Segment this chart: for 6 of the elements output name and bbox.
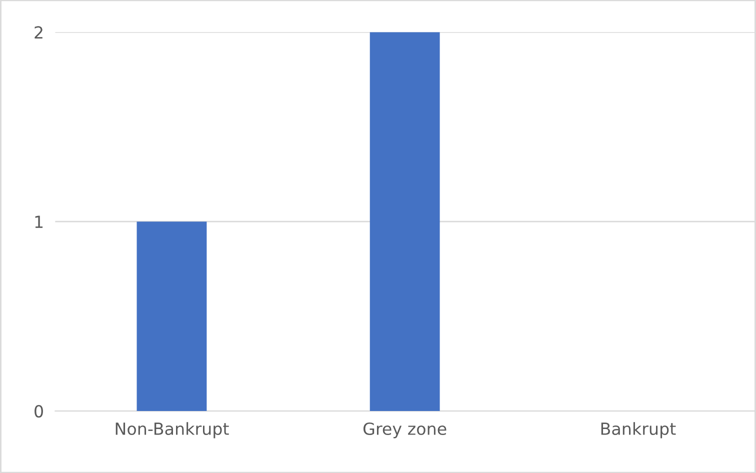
x-tick-label: Bankrupt (601, 422, 676, 438)
x-tick-label: Grey zone (363, 422, 446, 438)
y-tick-label: 0 (34, 405, 43, 418)
y-tick-label: 2 (34, 26, 42, 38)
x-tick-label: Non-Bankrupt (116, 422, 229, 438)
y-tick-label: 1 (35, 216, 43, 228)
